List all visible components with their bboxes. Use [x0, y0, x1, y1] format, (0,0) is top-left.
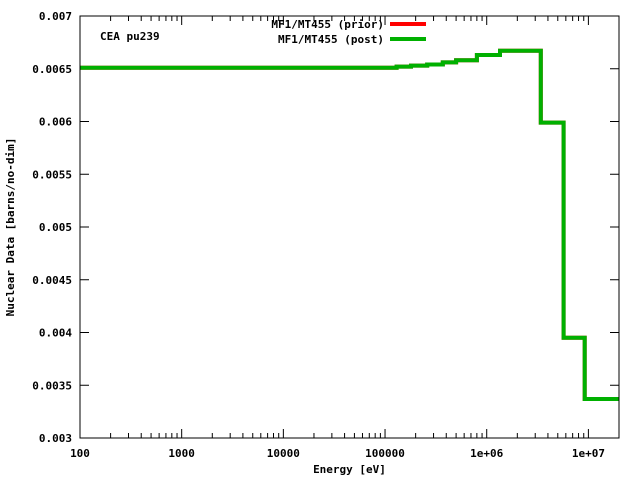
y-tick-label: 0.005 — [39, 221, 72, 234]
x-tick-label: 100000 — [365, 447, 405, 460]
plot-frame — [79, 15, 620, 439]
legend-label-prior: MF1/MT455 (prior) — [271, 18, 384, 31]
legend-label-post: MF1/MT455 (post) — [278, 33, 384, 46]
x-axis-title: Energy [eV] — [313, 463, 386, 476]
y-tick-label: 0.0035 — [32, 379, 72, 392]
y-tick-label: 0.0065 — [32, 63, 72, 76]
y-tick-label: 0.004 — [39, 327, 72, 340]
series-line-0 — [80, 48, 619, 401]
series-layer — [80, 48, 619, 401]
y-tick-label: 0.007 — [39, 10, 72, 23]
ticks: 0.003 0.0035 0.004 0.0045 0.005 0.0055 0.006 0.… — [32, 10, 619, 460]
y-tick-label: 0.0055 — [32, 168, 72, 181]
y-axis-title: Nuclear Data [barns/no-dim] — [4, 138, 17, 317]
x-tick-label: 10000 — [267, 447, 300, 460]
y-tick-label: 0.003 — [39, 432, 72, 445]
x-tick-label: 1e+06 — [470, 447, 503, 460]
legend: MF1/MT455 (prior) MF1/MT455 (post) — [271, 18, 426, 46]
y-tick-label: 0.006 — [39, 116, 72, 129]
chart-annotation: CEA pu239 — [100, 30, 160, 43]
x-tick-label: 1e+07 — [572, 447, 605, 460]
x-tick-label: 1000 — [168, 447, 195, 460]
y-tick-label: 0.0045 — [32, 274, 72, 287]
series-line-1 — [80, 48, 619, 401]
x-tick-label: 100 — [70, 447, 90, 460]
